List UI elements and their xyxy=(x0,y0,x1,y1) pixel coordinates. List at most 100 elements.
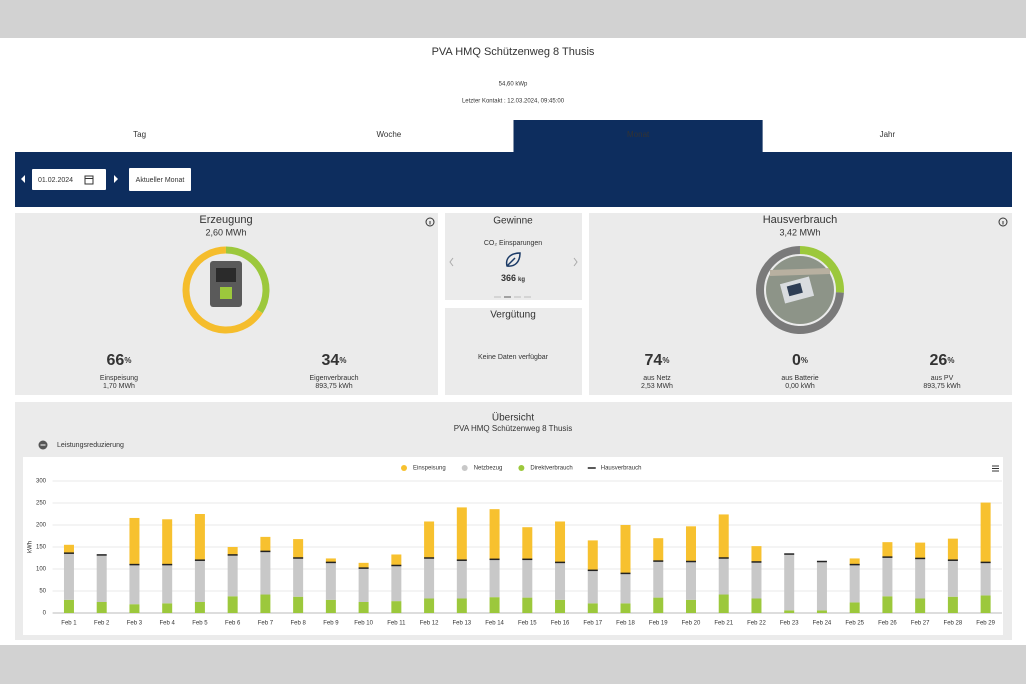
bar xyxy=(685,526,696,562)
tab[interactable] xyxy=(513,120,763,152)
chart-menu[interactable] xyxy=(992,465,999,472)
tab-label: Woche xyxy=(376,130,401,139)
bar xyxy=(784,554,795,611)
tab[interactable] xyxy=(264,120,514,152)
legend-label[interactable]: Einspeisung xyxy=(413,466,446,472)
carousel-next[interactable] xyxy=(573,257,578,267)
kpi-value: 893,75 kWh xyxy=(923,383,960,390)
bar xyxy=(227,547,238,555)
bar xyxy=(718,558,729,595)
wallbox-icon xyxy=(210,261,242,307)
button-text: Aktueller Monat xyxy=(136,177,185,184)
bar xyxy=(129,604,140,613)
x-tick-label: Feb 29 xyxy=(976,621,995,627)
bar xyxy=(685,599,696,613)
tab-label: Tag xyxy=(133,130,146,139)
x-tick-label: Feb 3 xyxy=(127,621,143,627)
bar xyxy=(718,514,729,558)
bar xyxy=(882,542,893,558)
x-tick-label: Feb 4 xyxy=(160,621,176,627)
bar xyxy=(816,561,827,611)
y-tick-label: 200 xyxy=(36,523,47,529)
bar xyxy=(456,598,467,613)
kpi-label: aus Batterie xyxy=(781,375,818,382)
kpi-value: 1,70 MWh xyxy=(103,383,135,390)
x-tick-label: Feb 5 xyxy=(192,621,208,627)
bar xyxy=(129,564,140,605)
legend-label[interactable]: Hausverbrauch xyxy=(601,466,642,472)
bar xyxy=(587,540,598,571)
legend-label[interactable]: Netzbezug xyxy=(474,466,503,472)
kpi-label: aus PV xyxy=(931,375,954,382)
bar xyxy=(129,517,140,565)
donut-segment xyxy=(225,246,270,314)
card-verguetung xyxy=(445,308,582,395)
bar xyxy=(358,568,369,602)
co2-unit: kg xyxy=(518,277,525,283)
donut-segment xyxy=(756,246,844,334)
bar xyxy=(555,599,566,613)
bar xyxy=(391,565,402,602)
bar xyxy=(162,519,173,565)
bar xyxy=(816,610,827,613)
bar xyxy=(227,554,238,597)
bar xyxy=(325,562,336,600)
legend-label[interactable]: Direktverbrauch xyxy=(530,466,572,472)
next-arrow[interactable] xyxy=(114,175,118,183)
y-tick-label: 300 xyxy=(36,479,47,485)
legend-marker xyxy=(518,465,525,471)
card-title: Hausverbrauch xyxy=(763,214,838,226)
bar xyxy=(293,539,304,558)
bar xyxy=(391,554,402,566)
x-tick-label: Feb 27 xyxy=(911,621,930,627)
bar xyxy=(555,521,566,563)
co2-number: 366 xyxy=(501,273,516,283)
bar xyxy=(947,538,958,561)
y-tick-label: 250 xyxy=(36,501,47,507)
bar xyxy=(63,553,74,600)
info-icon[interactable] xyxy=(998,217,1008,227)
bar xyxy=(194,560,205,602)
x-tick-label: Feb 23 xyxy=(780,621,799,627)
tab[interactable] xyxy=(15,120,265,152)
x-tick-label: Feb 25 xyxy=(845,621,864,627)
bar xyxy=(194,514,205,561)
kpi-unit: % xyxy=(124,356,131,365)
date-input[interactable] xyxy=(32,169,106,190)
bar xyxy=(522,527,533,560)
bar xyxy=(391,601,402,613)
carousel-prev[interactable] xyxy=(449,257,454,267)
calendar-icon[interactable] xyxy=(84,175,94,185)
kpi-percent: 0% xyxy=(792,352,808,369)
bar xyxy=(849,564,860,603)
card-title: Gewinne xyxy=(493,216,533,227)
date-text: 01.02.2024 xyxy=(38,177,73,184)
tab[interactable] xyxy=(762,120,1012,152)
info-icon[interactable] xyxy=(425,217,435,227)
toggle-label[interactable]: Leistungsreduzierung xyxy=(57,442,124,449)
x-tick-label: Feb 21 xyxy=(714,621,733,627)
card-title: Vergütung xyxy=(490,310,536,321)
toggle-icon[interactable] xyxy=(38,440,48,450)
bar xyxy=(325,599,336,613)
bar xyxy=(882,557,893,597)
x-tick-label: Feb 8 xyxy=(290,621,306,627)
bar xyxy=(293,558,304,597)
prev-arrow[interactable] xyxy=(21,175,25,183)
bar xyxy=(849,602,860,613)
bar xyxy=(718,594,729,613)
leaf-icon xyxy=(505,252,521,267)
tab-label: Monat xyxy=(627,130,650,139)
bar xyxy=(358,562,369,569)
bar xyxy=(358,602,369,613)
bar xyxy=(424,521,435,558)
card-total: 2,60 MWh xyxy=(205,227,246,237)
bar xyxy=(751,561,762,599)
house-photo xyxy=(766,256,834,324)
bar xyxy=(194,602,205,613)
bar xyxy=(620,603,631,613)
bar xyxy=(784,610,795,613)
x-tick-label: Feb 15 xyxy=(518,621,537,627)
x-tick-label: Feb 13 xyxy=(452,621,471,627)
current-month-button[interactable] xyxy=(129,168,191,191)
